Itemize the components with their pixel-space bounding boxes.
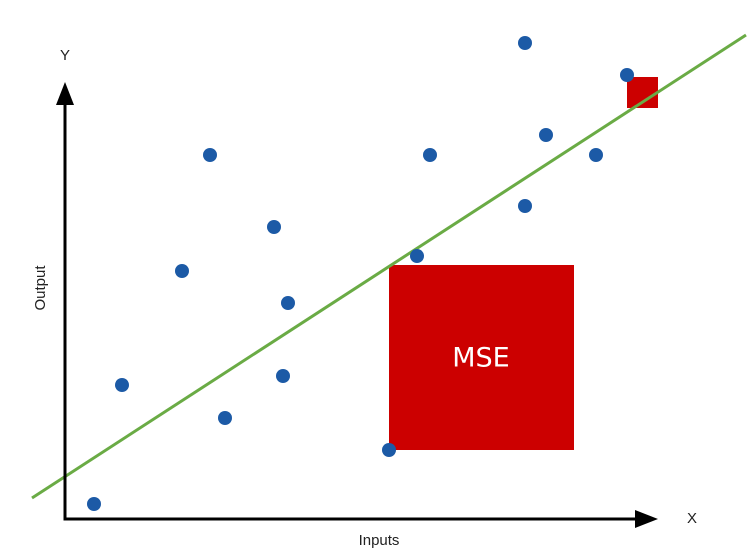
data-point: [518, 199, 532, 213]
x-axis-letter: X: [687, 510, 697, 527]
regression-line: [31, 33, 747, 500]
y-axis-letter: Y: [60, 47, 70, 64]
data-point: [281, 296, 295, 310]
data-point: [589, 148, 603, 162]
axes: [63, 102, 636, 521]
data-point: [115, 378, 129, 392]
large-error-square: [389, 265, 574, 450]
data-point: [218, 411, 232, 425]
data-point: [276, 369, 290, 383]
data-points: [87, 36, 634, 511]
mse-label: MSE: [452, 343, 510, 374]
data-point: [620, 68, 634, 82]
data-point: [518, 36, 532, 50]
data-point: [267, 220, 281, 234]
data-point: [203, 148, 217, 162]
data-point: [410, 249, 424, 263]
data-point: [423, 148, 437, 162]
data-point: [382, 443, 396, 457]
x-axis-arrowhead: [635, 510, 658, 528]
data-point: [539, 128, 553, 142]
y-axis-arrowhead: [56, 82, 74, 105]
data-point: [87, 497, 101, 511]
x-axis-title: Inputs: [359, 532, 400, 549]
data-point: [175, 264, 189, 278]
y-axis-title: Output: [32, 265, 49, 311]
